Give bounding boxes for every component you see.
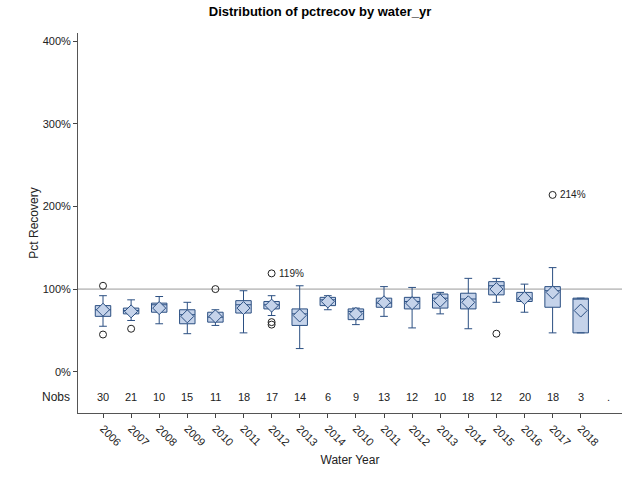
svg-text:2009: 2009 (182, 423, 208, 449)
svg-text:10: 10 (153, 391, 165, 403)
svg-text:2007: 2007 (126, 423, 152, 449)
svg-text:30: 30 (97, 391, 109, 403)
svg-text:3: 3 (578, 391, 584, 403)
svg-text:119%: 119% (279, 268, 304, 279)
svg-text:2017: 2017 (547, 423, 573, 449)
svg-text:21: 21 (125, 391, 137, 403)
svg-text:11: 11 (210, 391, 221, 403)
svg-text:18: 18 (462, 391, 474, 403)
svg-text:2011: 2011 (238, 423, 263, 448)
svg-text:2010: 2010 (210, 423, 236, 449)
svg-text:2012: 2012 (407, 423, 433, 449)
svg-text:2008: 2008 (154, 423, 180, 449)
svg-text:6: 6 (325, 391, 331, 403)
svg-text:2012: 2012 (266, 423, 292, 449)
svg-text:2011: 2011 (379, 423, 404, 448)
svg-text:9: 9 (353, 391, 359, 403)
svg-text:2016: 2016 (519, 423, 545, 449)
svg-text:200%: 200% (43, 200, 71, 212)
svg-text:214%: 214% (560, 189, 586, 200)
svg-text:15: 15 (181, 391, 193, 403)
svg-text:2014: 2014 (463, 423, 489, 449)
svg-text:18: 18 (238, 391, 250, 403)
svg-text:2013: 2013 (294, 423, 320, 449)
svg-text:2014: 2014 (322, 423, 348, 449)
svg-text:300%: 300% (43, 118, 71, 130)
svg-text:10: 10 (434, 391, 446, 403)
svg-text:0%: 0% (55, 366, 71, 378)
svg-text:2006: 2006 (98, 423, 124, 449)
svg-text:Pct Recovery: Pct Recovery (27, 187, 41, 258)
svg-text:12: 12 (490, 391, 502, 403)
svg-text:18: 18 (547, 391, 559, 403)
svg-text:14: 14 (294, 391, 306, 403)
svg-text:.: . (607, 391, 610, 403)
svg-text:Distribution of pctrecov by wa: Distribution of pctrecov by water_yr (209, 4, 432, 19)
svg-text:20: 20 (519, 391, 531, 403)
svg-text:13: 13 (378, 391, 390, 403)
svg-text:400%: 400% (43, 35, 71, 47)
svg-text:2015: 2015 (491, 423, 517, 449)
svg-text:Water Year: Water Year (321, 453, 380, 467)
svg-text:2018: 2018 (575, 423, 601, 449)
svg-text:100%: 100% (43, 283, 71, 295)
svg-text:Nobs: Nobs (42, 390, 70, 404)
svg-text:2010: 2010 (351, 423, 377, 449)
svg-text:17: 17 (266, 391, 278, 403)
svg-text:2013: 2013 (435, 423, 461, 449)
svg-text:12: 12 (406, 391, 418, 403)
